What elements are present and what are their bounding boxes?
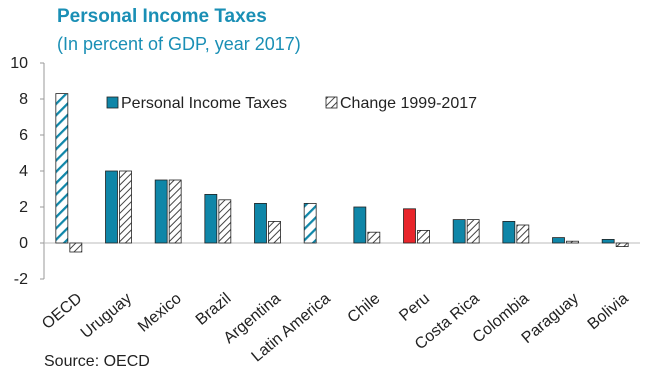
- bar-change-1999-2017: [466, 219, 480, 244]
- chart-bars: [55, 93, 629, 253]
- bar-change-1999-2017: [119, 170, 132, 244]
- category-label: Brazil: [193, 290, 235, 329]
- y-tick-label: 8: [19, 91, 28, 108]
- bar-change-1999-2017: [218, 199, 232, 244]
- legend-label-change: Change 1999-2017: [340, 95, 477, 112]
- source-note: Source: OECD: [44, 353, 150, 370]
- bar-personal-income-taxes: [452, 219, 466, 244]
- bar-personal-income-taxes: [601, 238, 615, 244]
- bar-personal-income-taxes: [552, 237, 565, 244]
- chart-title: Personal Income Taxes: [57, 6, 267, 27]
- category-label: Uruguay: [78, 290, 135, 342]
- bar-change-1999-2017: [615, 242, 629, 247]
- bar-personal-income-taxes: [55, 93, 69, 244]
- category-label: OECD: [39, 290, 85, 333]
- bar-change-1999-2017: [69, 242, 83, 253]
- chart-subtitle: (In percent of GDP, year 2017): [57, 34, 301, 54]
- bar-personal-income-taxes: [353, 206, 367, 244]
- category-label: Mexico: [135, 290, 185, 336]
- bar-personal-income-taxes: [303, 202, 317, 244]
- y-tick-label: 0: [19, 235, 28, 252]
- bar-personal-income-taxes: [254, 202, 267, 244]
- bar-change-1999-2017: [168, 179, 182, 244]
- bar-change-1999-2017: [268, 220, 281, 244]
- bar-personal-income-taxes: [154, 179, 168, 244]
- y-tick-label: -2: [14, 271, 28, 288]
- bar-change-1999-2017: [367, 231, 381, 244]
- y-tick-label: 2: [19, 199, 28, 216]
- legend-label-personal-income-taxes: Personal Income Taxes: [121, 95, 287, 112]
- bar-personal-income-taxes: [105, 170, 118, 244]
- chart-axes: -2 0 2 4 6 8 10: [10, 55, 640, 288]
- bar-personal-income-taxes: [403, 208, 416, 244]
- category-label: Chile: [345, 290, 384, 327]
- y-tick-label: 4: [19, 163, 28, 180]
- legend-swatch-change: [325, 96, 338, 109]
- bar-change-1999-2017: [417, 229, 430, 244]
- y-tick-label: 10: [10, 55, 28, 72]
- bar-personal-income-taxes: [502, 220, 516, 244]
- bar-personal-income-taxes: [204, 193, 218, 244]
- category-label: Bolivia: [585, 290, 632, 333]
- category-label: Peru: [396, 290, 433, 325]
- bar-change-1999-2017: [566, 240, 579, 244]
- bar-change-1999-2017: [516, 224, 530, 244]
- chart-legend: Personal Income Taxes Change 1999-2017: [106, 95, 477, 112]
- legend-swatch-personal-income-taxes: [106, 96, 119, 109]
- y-tick-label: 6: [19, 127, 28, 144]
